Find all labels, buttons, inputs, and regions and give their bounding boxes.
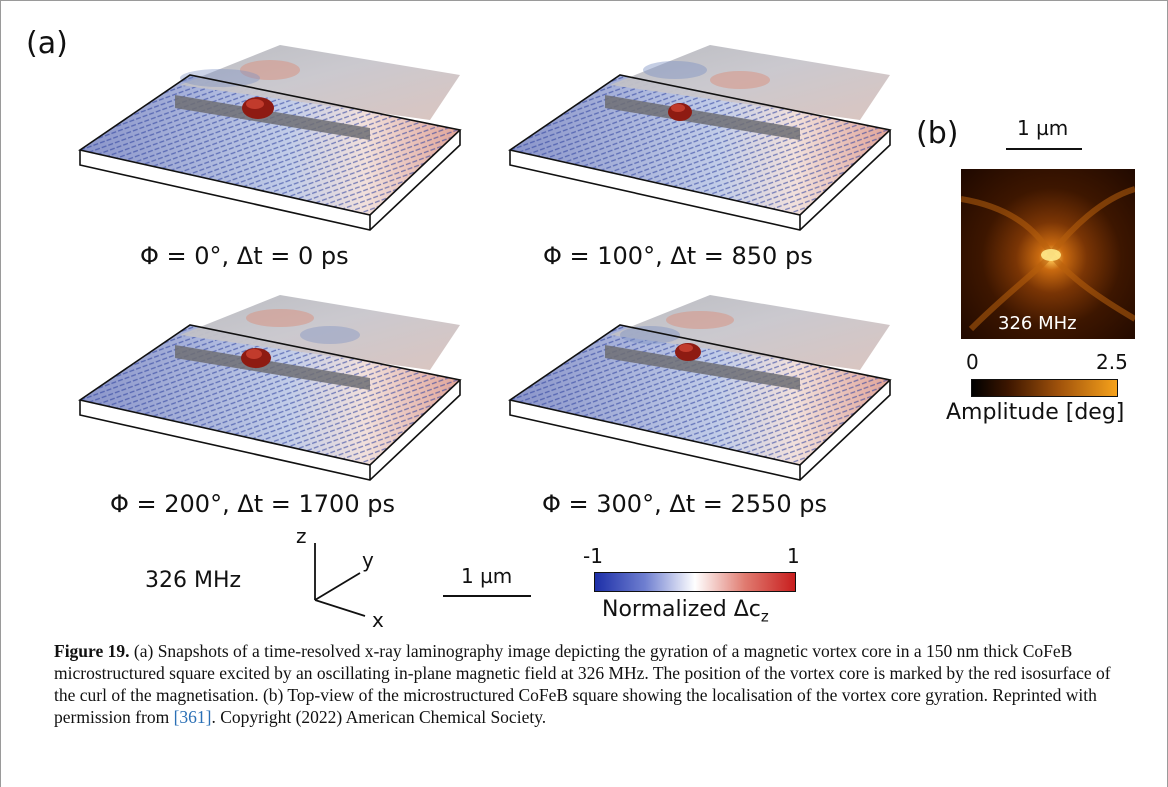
frame-top-border <box>0 0 1168 1</box>
amplitude-map: 326 MHz <box>961 169 1135 339</box>
snapshot-1-caption: Φ = 0°, Δt = 0 ps <box>140 242 349 270</box>
figure-caption: Figure 19. (a) Snapshots of a time-resol… <box>54 640 1134 728</box>
colorbar-a-label-sub: z <box>760 607 769 626</box>
scalebar-a-line <box>443 595 531 597</box>
colorbar-a-label-text: Normalized Δc <box>602 597 761 622</box>
axis-y-label: y <box>362 548 374 572</box>
amplitude-map-frequency: 326 MHz <box>998 313 1077 334</box>
amplitude-map-structure <box>961 186 1135 332</box>
caption-text: (a) Snapshots of a time-resolved x-ray l… <box>54 641 1111 727</box>
scalebar-a-label: 1 µm <box>461 564 513 588</box>
snapshot-4-render <box>508 295 892 481</box>
scalebar-b-label: 1 µm <box>1017 116 1069 140</box>
scalebar-b-line <box>1006 148 1082 150</box>
colorbar-b-max: 2.5 <box>1096 350 1128 374</box>
snapshot-1-render <box>78 45 462 231</box>
frame-left-border <box>0 0 1 787</box>
caption-text-end: . Copyright (2022) American Chemical Soc… <box>211 707 547 727</box>
snapshot-4-caption: Φ = 300°, Δt = 2550 ps <box>542 490 827 518</box>
panel-b-label: (b) <box>916 116 959 151</box>
axis-x-label: x <box>372 608 384 632</box>
figure-label: Figure 19. <box>54 641 130 661</box>
caption-reference-link[interactable]: [361] <box>173 707 212 727</box>
colorbar-a-max: 1 <box>787 544 800 568</box>
colorbar-b <box>971 379 1118 397</box>
axis-z-label: z <box>296 524 307 548</box>
colorbar-b-min: 0 <box>966 350 979 374</box>
snapshot-3-render <box>78 295 462 481</box>
colorbar-b-label: Amplitude [deg] <box>946 400 1125 425</box>
frequency-label: 326 MHz <box>145 568 242 593</box>
axis-triad <box>314 543 366 617</box>
panel-a-label: (a) <box>26 26 68 61</box>
snapshot-2-caption: Φ = 100°, Δt = 850 ps <box>543 242 813 270</box>
snapshot-3-caption: Φ = 200°, Δt = 1700 ps <box>110 490 395 518</box>
colorbar-a <box>594 572 796 592</box>
colorbar-a-label: Normalized Δcz <box>602 597 769 625</box>
snapshot-2-render <box>508 45 892 231</box>
colorbar-a-min: -1 <box>583 544 603 568</box>
